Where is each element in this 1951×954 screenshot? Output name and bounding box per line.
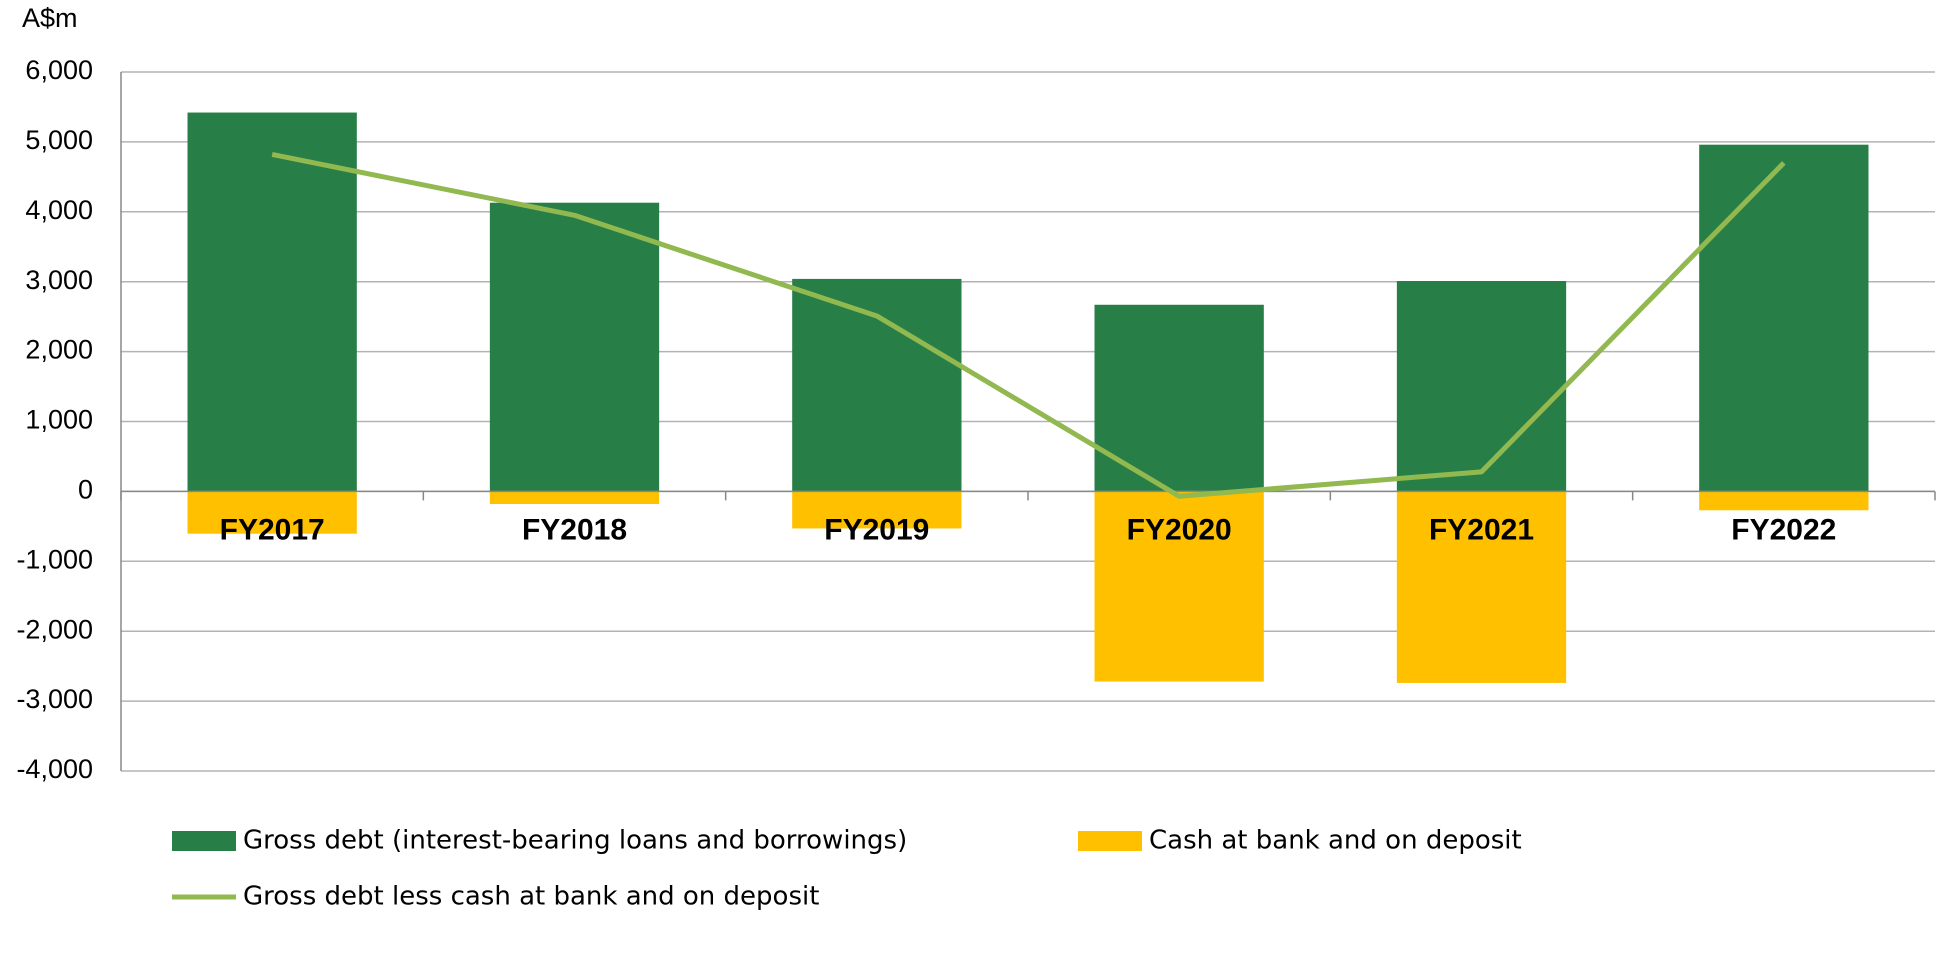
- legend-swatch: [1078, 831, 1142, 851]
- bar: [1396, 281, 1567, 492]
- legend-label: Gross debt less cash at bank and on depo…: [243, 882, 819, 912]
- bar: [1396, 491, 1567, 683]
- bar: [792, 278, 962, 492]
- y-tick-label: -2,000: [16, 614, 93, 644]
- bar: [187, 491, 357, 534]
- y-tick-label: -4,000: [16, 754, 93, 784]
- x-tick-label: FY2022: [1731, 513, 1836, 546]
- legend-label: Cash at bank and on deposit: [1149, 826, 1522, 856]
- y-tick-label: 2,000: [25, 335, 93, 365]
- legend-swatch: [172, 831, 236, 851]
- x-tick-label: FY2021: [1429, 513, 1534, 546]
- y-tick-label: 0: [78, 475, 93, 505]
- x-tick-label: FY2017: [220, 513, 325, 546]
- y-tick-label: 5,000: [25, 125, 93, 155]
- bar: [489, 202, 660, 492]
- y-tick-label: 4,000: [25, 195, 93, 225]
- legend-label: Gross debt (interest-bearing loans and b…: [243, 826, 907, 856]
- x-tick-label: FY2018: [522, 513, 627, 546]
- bar: [792, 491, 962, 529]
- bar: [489, 491, 660, 504]
- y-tick-label: 6,000: [25, 55, 93, 85]
- x-tick-label: FY2019: [824, 513, 929, 546]
- y-tick-label: -3,000: [16, 684, 93, 714]
- y-tick-label: -1,000: [16, 544, 93, 574]
- bar: [1699, 144, 1869, 492]
- y-tick-label: 3,000: [25, 265, 93, 295]
- bar: [187, 112, 357, 492]
- y-axis-label: A$m: [22, 3, 78, 33]
- bar: [1094, 491, 1264, 682]
- x-tick-label: FY2020: [1127, 513, 1232, 546]
- line: [271, 152, 1786, 499]
- y-tick-label: 1,000: [25, 405, 93, 435]
- bar: [1699, 491, 1869, 511]
